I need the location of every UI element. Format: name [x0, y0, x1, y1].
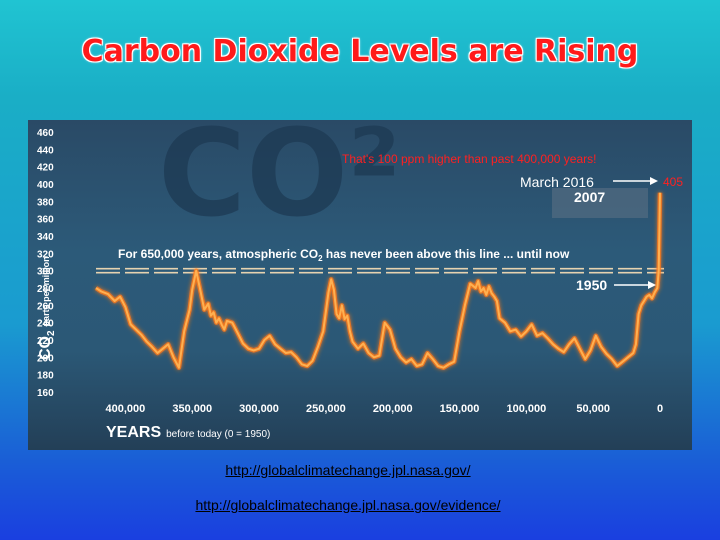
y-tick-label: 340: [37, 232, 54, 243]
y-axis-label-co: CO: [37, 336, 54, 360]
slide-title: Carbon Dioxide Levels are Rising: [81, 34, 639, 69]
x-axis: 400,000 350,000 300,000 250,000 200,000 150,0…: [106, 403, 664, 415]
x-axis-label-years: YEARS: [106, 424, 161, 441]
year-1950-label: 1950: [576, 277, 607, 293]
co2-chart: CO² 460440420400380360340320300280260240…: [37, 120, 664, 441]
y-tick-label: 180: [37, 371, 54, 382]
march-2016-arrow: [613, 177, 658, 185]
threshold-note: For 650,000 years, atmospheric CO2 has n…: [118, 247, 570, 263]
nasa-evidence-link[interactable]: http://globalclimatechange.jpl.nasa.gov/…: [195, 497, 501, 513]
x-tick-label: 350,000: [172, 403, 212, 415]
threshold-note-sub: 2: [318, 254, 323, 263]
co2-chart-panel: CO² 460 440 420 400 380 360 340 320 300 280 260 240…: [28, 120, 692, 450]
x-tick-label: 100,000: [506, 403, 546, 415]
threshold-line-300ppm: [96, 267, 664, 274]
y-tick-label: 260: [37, 301, 54, 312]
y-tick-label: 360: [37, 215, 54, 226]
y-tick-label: 160: [37, 388, 54, 399]
co2-series-line: [95, 192, 661, 369]
y-tick-label: 200: [37, 353, 54, 364]
year-2007-label: 2007: [574, 189, 605, 205]
y-tick-label: 400: [37, 180, 54, 191]
y-tick-label: 380: [37, 197, 54, 208]
y-axis-label: CO2 parts per million: [37, 256, 57, 360]
threshold-note-post: has never been above this line ... until…: [323, 247, 570, 261]
y-tick-label: 420: [37, 163, 54, 174]
x-tick-label: 250,000: [306, 403, 346, 415]
y-tick-label: 280: [37, 284, 54, 295]
year-1950-arrow: [614, 281, 656, 289]
background-co2-watermark: CO²: [158, 120, 401, 244]
annotation-ppm-higher: That's 100 ppm higher than past 400,000 …: [342, 152, 597, 166]
y-axis-label-rest: parts per million: [41, 256, 51, 326]
x-tick-label: 50,000: [576, 403, 610, 415]
year-2007-box: [552, 188, 648, 218]
x-axis-label-note: before today (0 = 1950): [166, 429, 270, 440]
co2-series: [94, 192, 663, 370]
annotation-march-value: 405: [663, 175, 684, 189]
y-tick-label: 320: [37, 249, 54, 260]
y-tick-label: 240: [37, 319, 54, 330]
x-tick-label: 300,000: [239, 403, 279, 415]
y-axis-label-sub: 2: [46, 330, 57, 336]
threshold-note-pre: For 650,000 years, atmospheric CO: [118, 247, 318, 261]
y-tick-label: 460: [37, 128, 54, 139]
y-axis: 4604404204003803603403203002802602402202…: [37, 128, 54, 399]
nasa-climate-link[interactable]: http://globalclimatechange.jpl.nasa.gov/: [225, 462, 471, 478]
annotation-march-2016: March 2016: [520, 174, 594, 190]
x-axis-label: YEARS before today (0 = 1950): [106, 424, 270, 441]
y-tick-label: 220: [37, 336, 54, 347]
y-tick-label: 300: [37, 267, 54, 278]
x-tick-label: 0: [657, 403, 663, 415]
y-tick-label: 440: [37, 145, 54, 156]
x-tick-label: 400,000: [106, 403, 146, 415]
x-tick-label: 200,000: [373, 403, 413, 415]
x-tick-label: 150,000: [440, 403, 480, 415]
